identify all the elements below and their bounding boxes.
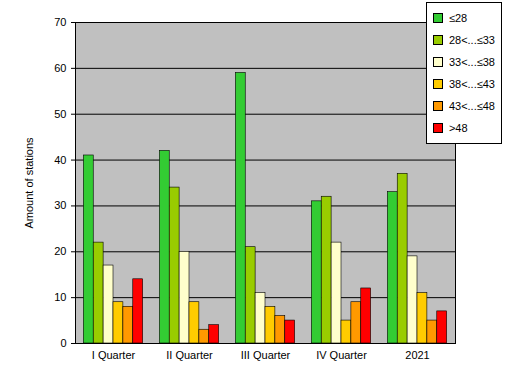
svg-text:2021: 2021: [405, 349, 429, 361]
svg-text:60: 60: [54, 62, 66, 74]
svg-text:20: 20: [54, 245, 66, 257]
svg-text:30: 30: [54, 199, 66, 211]
svg-text:10: 10: [54, 291, 66, 303]
html-text:43<...≤48: 43<...≤48: [448, 100, 495, 112]
svg-text:50: 50: [54, 108, 66, 120]
svg-text:0: 0: [60, 337, 66, 349]
svg-text:III Quarter: III Quarter: [241, 349, 291, 361]
html-text:>48: >48: [448, 122, 468, 134]
svg-text:40: 40: [54, 154, 66, 166]
svg-text:IV Quarter: IV Quarter: [316, 349, 367, 361]
svg-text:II Quarter: II Quarter: [166, 349, 213, 361]
html-text:33<...≤38: 33<...≤38: [448, 56, 495, 68]
svg-text:I Quarter: I Quarter: [92, 349, 136, 361]
html-text:38<...≤43: 38<...≤43: [448, 78, 495, 90]
html-text:28<...≤33: 28<...≤33: [448, 34, 495, 46]
svg-text:Amount of stations: Amount of stations: [23, 137, 35, 229]
html-text:≤28: ≤28: [448, 12, 468, 24]
svg-text:70: 70: [54, 16, 66, 28]
